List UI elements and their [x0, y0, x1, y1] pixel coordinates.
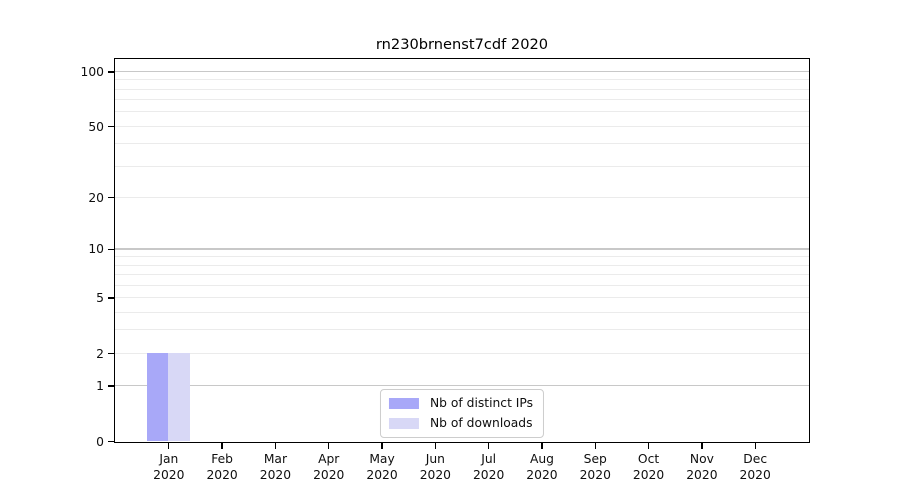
y-tick-label: 20 — [88, 190, 104, 205]
x-tick-mark — [381, 443, 383, 449]
major-gridline — [115, 384, 809, 387]
x-tick-label-line: 2020 — [739, 467, 771, 482]
x-tick-label-line: May — [369, 452, 395, 466]
y-tick-mark — [107, 197, 114, 199]
x-tick-label: Oct 2020 — [607, 452, 691, 483]
x-tick-label: Nov 2020 — [660, 452, 744, 483]
chart-title: rn230brnenst7cdf 2020 — [375, 36, 549, 53]
x-tick-label-line: 2020 — [366, 467, 398, 482]
x-tick-mark — [221, 443, 223, 449]
minor-gridline — [115, 256, 809, 258]
x-tick-mark — [328, 443, 330, 449]
x-tick-label: Feb 2020 — [180, 452, 264, 483]
x-tick-label-line: Mar — [263, 452, 288, 466]
x-tick-label-line: Nov — [689, 452, 714, 466]
x-tick-label-line: 2020 — [259, 467, 292, 482]
x-tick-label-line: 2020 — [206, 467, 238, 482]
x-tick-label: Apr 2020 — [287, 452, 371, 483]
y-tick-mark — [107, 385, 114, 387]
bar-nb-of-downloads — [168, 353, 190, 441]
minor-gridline — [115, 79, 809, 81]
legend-swatch-nb-of-distinct-ips — [388, 397, 419, 409]
minor-gridline — [115, 88, 809, 90]
x-tick-label: Sep 2020 — [553, 452, 637, 483]
x-tick-label: May 2020 — [340, 452, 424, 483]
x-tick-label-line: Jan — [159, 452, 179, 466]
bar-nb-of-distinct-ips — [146, 353, 169, 441]
minor-gridline — [115, 329, 809, 331]
x-tick-label-line: 2020 — [472, 467, 505, 482]
x-tick-mark — [701, 443, 703, 449]
x-tick-label: Aug 2020 — [500, 452, 584, 483]
x-tick-label-line: Jun — [425, 452, 445, 466]
x-tick-mark — [434, 443, 436, 449]
x-tick-mark — [488, 443, 490, 449]
minor-gridline — [115, 311, 809, 313]
x-tick-label: Jun 2020 — [393, 452, 477, 483]
y-tick-label: 100 — [80, 64, 104, 79]
minor-gridline — [115, 352, 809, 354]
y-tick-label: 50 — [88, 119, 104, 134]
y-tick-mark — [107, 352, 114, 355]
y-tick-label: 0 — [96, 434, 104, 449]
x-tick-label-line: 2020 — [632, 467, 665, 482]
y-tick-label: 2 — [96, 346, 104, 361]
x-tick-label: Mar 2020 — [233, 452, 317, 483]
x-tick-mark — [594, 443, 596, 449]
y-tick-mark — [107, 297, 114, 299]
x-tick-label-line: Feb — [211, 452, 233, 466]
y-tick-label: 10 — [88, 242, 104, 257]
legend-item: Nb of downloads — [388, 416, 533, 430]
minor-gridline — [115, 99, 809, 101]
x-tick-label-line: Jul — [481, 452, 497, 466]
major-gridline — [115, 70, 809, 73]
x-tick-mark — [274, 443, 277, 449]
x-tick-label-line: 2020 — [579, 467, 611, 482]
x-tick-label-line: Dec — [743, 452, 768, 466]
legend-label: Nb of distinct IPs — [429, 396, 534, 410]
x-tick-label-line: Aug — [529, 452, 554, 466]
x-tick-label: Jan 2020 — [127, 452, 211, 483]
legend-item: Nb of distinct IPs — [388, 396, 534, 410]
x-tick-label: Jul 2020 — [447, 452, 531, 483]
minor-gridline — [115, 264, 809, 266]
x-tick-label-line: Sep — [583, 452, 607, 466]
plot-inner: Nb of distinct IPs Nb of downloads — [115, 59, 809, 442]
minor-gridline — [115, 143, 809, 145]
x-tick-label-line: 2020 — [419, 467, 451, 482]
x-tick-mark — [168, 443, 170, 449]
minor-gridline — [115, 125, 809, 127]
x-tick-label-line: 2020 — [526, 467, 558, 482]
minor-gridline — [115, 111, 809, 113]
x-tick-mark — [541, 443, 543, 449]
major-gridline — [115, 248, 809, 250]
x-tick-mark — [647, 443, 650, 449]
y-tick-mark — [107, 248, 114, 251]
y-tick-label: 5 — [96, 291, 104, 306]
minor-gridline — [115, 297, 809, 299]
x-tick-label: Dec 2020 — [713, 452, 797, 483]
x-tick-label-line: 2020 — [313, 467, 345, 482]
minor-gridline — [115, 196, 809, 198]
y-tick-mark — [107, 126, 114, 128]
y-tick-mark — [107, 440, 114, 443]
x-tick-label-line: 2020 — [153, 467, 185, 482]
y-tick-label: 1 — [96, 378, 104, 393]
legend-swatch-nb-of-downloads — [388, 417, 419, 429]
minor-gridline — [115, 284, 809, 286]
y-tick-mark — [107, 71, 114, 73]
x-tick-label-line: Apr — [318, 452, 340, 466]
legend-label: Nb of downloads — [429, 416, 533, 430]
minor-gridline — [115, 273, 809, 275]
x-tick-label-line: Oct — [637, 452, 660, 466]
minor-gridline — [115, 165, 809, 167]
x-tick-label-line: 2020 — [686, 467, 718, 482]
legend: Nb of distinct IPs Nb of downloads — [379, 389, 545, 438]
x-tick-mark — [754, 443, 756, 449]
plot-area: Nb of distinct IPs Nb of downloads — [114, 58, 810, 443]
